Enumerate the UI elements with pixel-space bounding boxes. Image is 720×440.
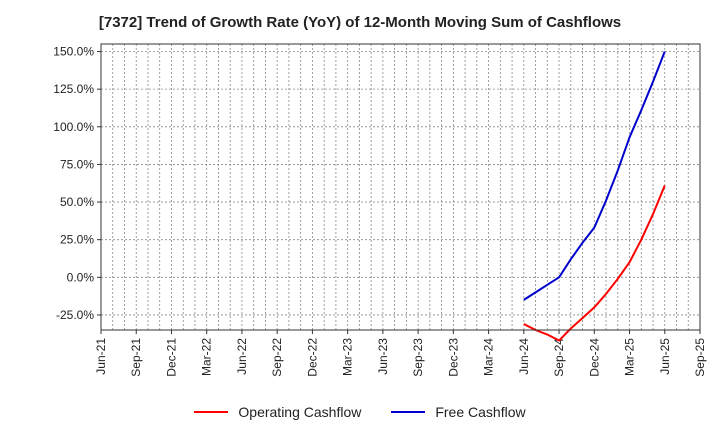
x-tick-label: Dec-22 — [305, 338, 319, 377]
x-tick-label: Sep-25 — [693, 338, 707, 377]
legend-item-operating-cashflow: Operating Cashflow — [194, 404, 361, 420]
y-tick-label: 150.0% — [53, 45, 94, 59]
legend-item-free-cashflow: Free Cashflow — [391, 404, 526, 420]
x-tick-label: Sep-24 — [552, 338, 566, 377]
x-tick-label: Mar-25 — [623, 338, 637, 376]
x-tick-label: Jun-21 — [94, 338, 108, 375]
x-tick-label: Sep-23 — [411, 338, 425, 377]
y-tick-label: 75.0% — [60, 157, 94, 171]
x-tick-label: Sep-21 — [129, 338, 143, 377]
x-tick-labels: Jun-21 Sep-21 Dec-21 Mar-22 Jun-22 Sep-22 Dec-… — [94, 338, 707, 377]
legend-label-free: Free Cashflow — [435, 404, 526, 420]
x-tick-label: Jun-23 — [376, 338, 390, 375]
plot-frame — [100, 43, 701, 331]
y-tick-label: 125.0% — [53, 82, 94, 96]
x-tick-label: Dec-23 — [446, 338, 460, 377]
y-tick-label: -25.0% — [56, 308, 94, 322]
x-tick-label: Mar-23 — [341, 338, 355, 376]
chart-title: [7372] Trend of Growth Rate (YoY) of 12-… — [98, 14, 622, 31]
x-tick-label: Jun-22 — [235, 338, 249, 375]
series-line-operating-cashflow — [523, 185, 666, 342]
y-tick-labels: 150.0% 125.0% 100.0% 75.0% 50.0% 25.0% 0.0% -25… — [53, 45, 94, 322]
series-line-free-cashflow — [523, 51, 666, 301]
y-tick-label: 0.0% — [67, 270, 95, 284]
legend-swatch-operating — [194, 411, 229, 413]
y-tick-label: 100.0% — [53, 120, 94, 134]
y-tick-label: 25.0% — [60, 233, 94, 247]
x-tick-label: Mar-24 — [482, 338, 496, 376]
x-tick-label: Dec-24 — [587, 338, 601, 377]
x-tick-label: Jun-25 — [658, 338, 672, 375]
legend-swatch-free — [391, 411, 426, 413]
x-tick-label: Jun-24 — [517, 338, 531, 375]
x-tick-label: Sep-22 — [270, 338, 284, 377]
x-tick-label: Mar-22 — [200, 338, 214, 376]
grid — [97, 44, 701, 334]
series-lines — [523, 51, 666, 342]
y-tick-label: 50.0% — [60, 195, 94, 209]
x-tick-label: Dec-21 — [164, 338, 178, 377]
legend: Operating Cashflow Free Cashflow — [0, 404, 720, 420]
legend-label-operating: Operating Cashflow — [238, 404, 362, 420]
